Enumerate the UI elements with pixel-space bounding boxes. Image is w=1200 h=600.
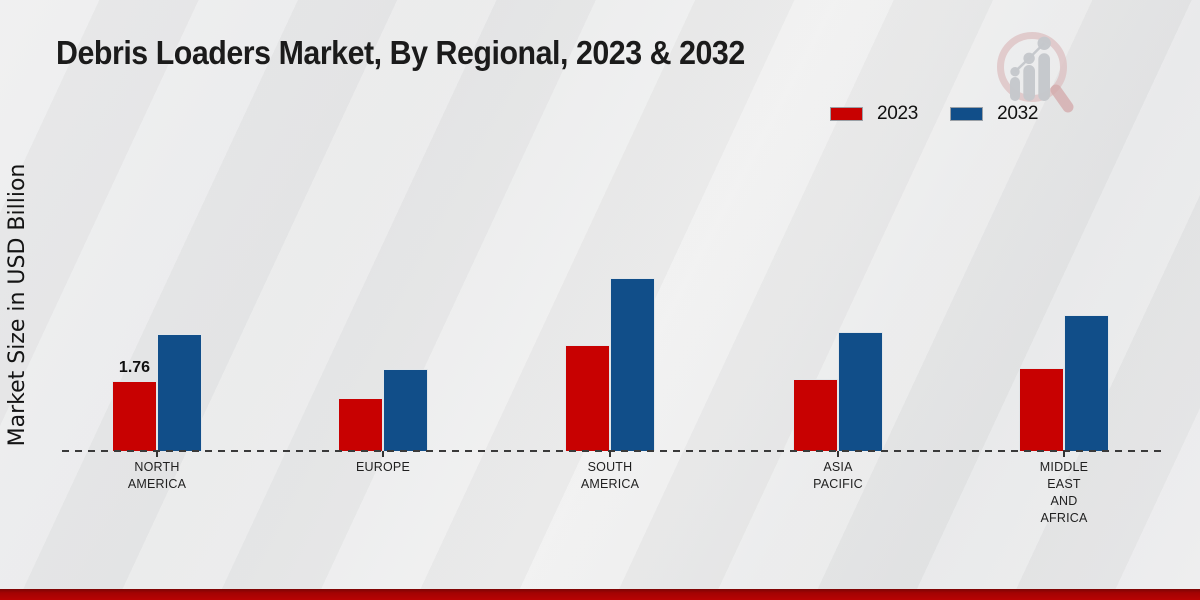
x-axis-tick-south-america: [609, 451, 611, 457]
x-axis-tick-asia-pacific: [837, 451, 839, 457]
legend-swatch-2023: [830, 107, 863, 121]
bar-2032-south-america: [610, 278, 655, 451]
legend: 2023 2032: [830, 103, 1038, 125]
category-label-middle-east-and-africa: MIDDLE EAST AND AFRICA: [1039, 460, 1089, 525]
value-label-2023-north-america: 1.76: [118, 359, 151, 376]
bar-2023-south-america: [565, 345, 610, 451]
bar-2032-europe: [383, 369, 428, 451]
category-label-south-america: SOUTH AMERICA: [580, 460, 640, 491]
chart-title: Debris Loaders Market, By Regional, 2023…: [56, 34, 745, 71]
category-label-asia-pacific: ASIA PACIFIC: [813, 460, 863, 491]
bar-2023-europe: [338, 398, 383, 451]
bar-2032-middle-east-and-africa: [1064, 315, 1109, 451]
x-axis-tick-europe: [382, 451, 384, 457]
x-axis-tick-middle-east-and-africa: [1063, 451, 1065, 457]
legend-item-2032: 2032: [950, 103, 1038, 125]
footer-red-strip: [0, 589, 1200, 600]
magnifying-glass-bar-chart-logo-icon: [997, 32, 1074, 113]
legend-label-2023: 2023: [877, 103, 919, 124]
bar-2023-north-america: [112, 381, 157, 451]
category-label-europe: EUROPE: [356, 460, 410, 474]
legend-label-2032: 2032: [997, 103, 1039, 124]
bar-2032-north-america: [157, 334, 202, 451]
legend-item-2023: 2023: [830, 103, 918, 125]
x-axis-dashed-baseline: [62, 450, 1162, 452]
category-label-north-america: NORTH AMERICA: [127, 460, 187, 491]
bar-2032-asia-pacific: [838, 332, 883, 451]
x-axis-tick-north-america: [156, 451, 158, 457]
bar-2023-middle-east-and-africa: [1019, 368, 1064, 451]
legend-swatch-2032: [950, 107, 984, 121]
bar-2023-asia-pacific: [793, 379, 838, 451]
